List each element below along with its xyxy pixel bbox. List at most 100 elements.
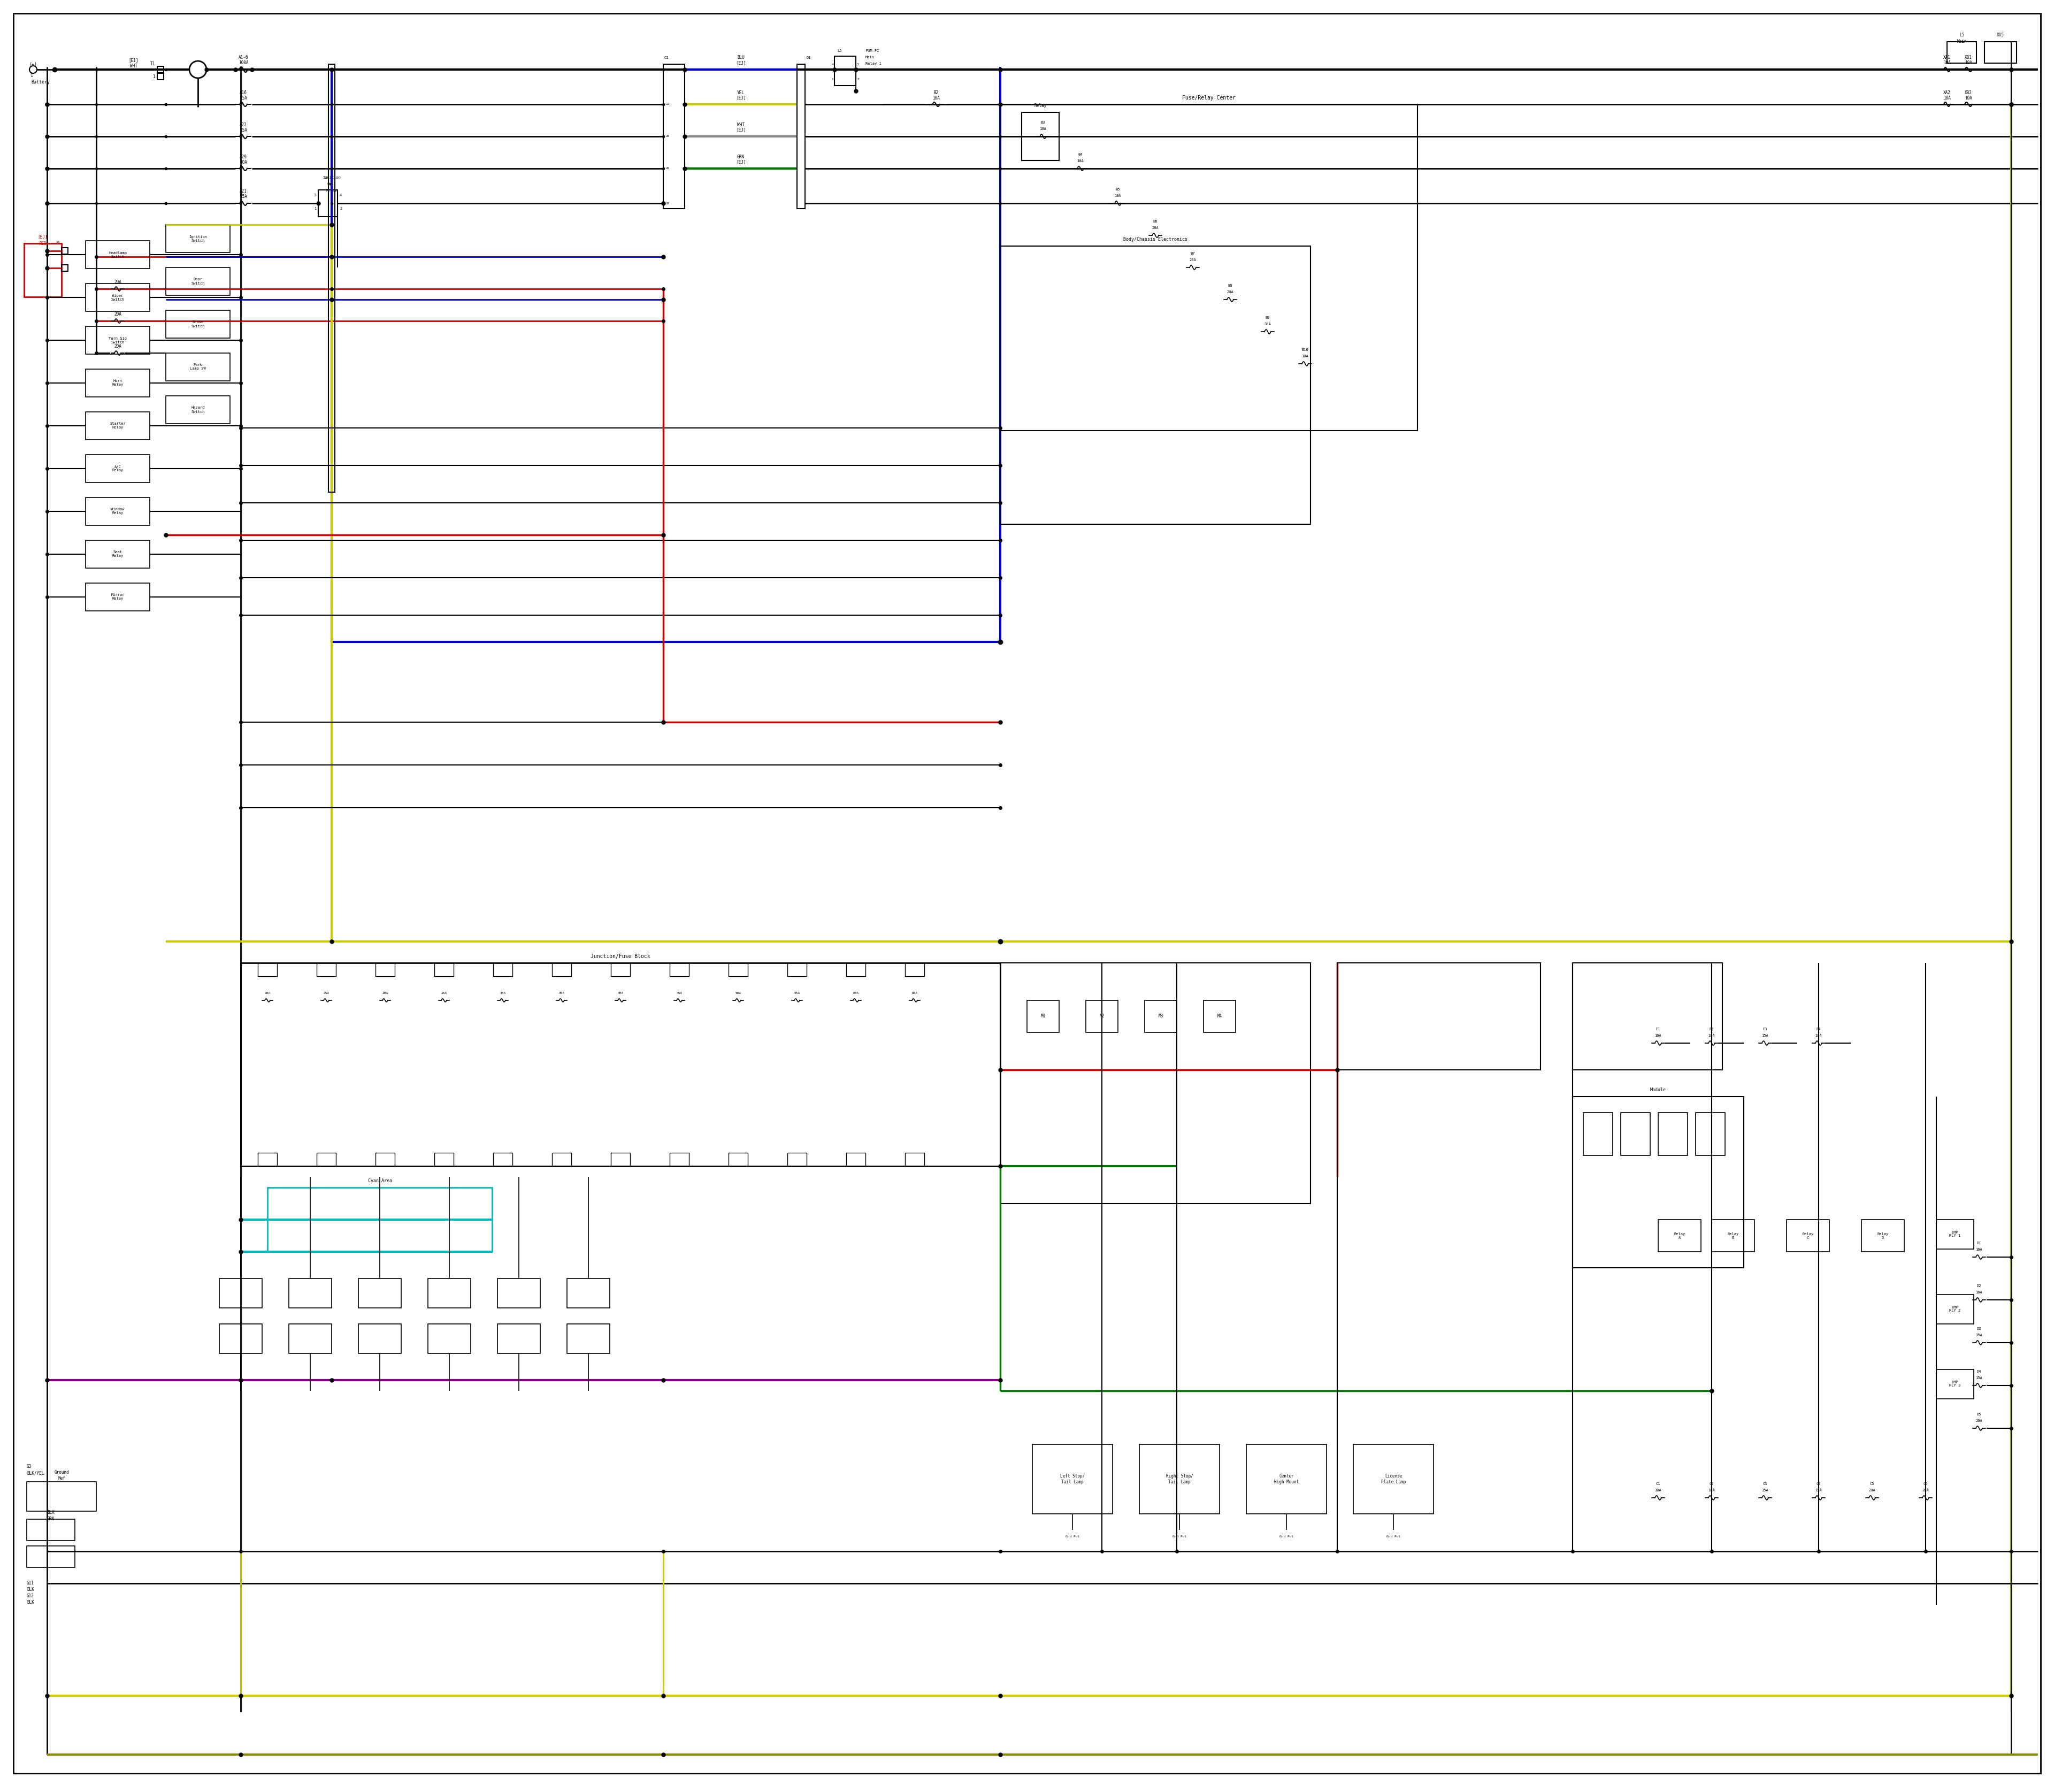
Text: G11: G11 <box>27 1581 35 1586</box>
Text: Relay
D: Relay D <box>1877 1233 1888 1238</box>
Text: 15A: 15A <box>240 95 246 100</box>
Text: PGM-FI: PGM-FI <box>865 48 879 52</box>
Bar <box>357 1324 401 1353</box>
Bar <box>1787 1220 1830 1253</box>
Text: 10A: 10A <box>1115 194 1121 197</box>
Bar <box>1021 113 1060 161</box>
Bar <box>787 962 807 977</box>
Text: D5: D5 <box>1976 1412 1982 1416</box>
Bar <box>166 310 230 339</box>
Text: E4: E4 <box>1816 1027 1822 1030</box>
Text: 15: 15 <box>55 240 60 244</box>
Text: Ground
Ref: Ground Ref <box>53 1469 70 1480</box>
Text: C1: C1 <box>1656 1482 1660 1486</box>
Bar <box>86 582 150 611</box>
Bar <box>670 1152 688 1167</box>
Bar <box>1658 1113 1688 1156</box>
Bar <box>220 1324 263 1353</box>
Text: A16: A16 <box>240 90 246 95</box>
Bar <box>27 1482 97 1511</box>
Text: [EJ]: [EJ] <box>37 235 47 240</box>
Bar <box>86 455 150 482</box>
Text: 20A: 20A <box>1152 226 1158 229</box>
Text: T1: T1 <box>150 61 156 66</box>
Text: M4: M4 <box>329 183 333 186</box>
Text: Brake
Switch: Brake Switch <box>191 321 205 328</box>
Bar <box>1204 1000 1237 1032</box>
Text: Junction/Fuse Block: Junction/Fuse Block <box>592 953 651 959</box>
Bar <box>1573 962 1723 1070</box>
Text: Park
Lamp SW: Park Lamp SW <box>189 364 205 371</box>
Text: B2: B2 <box>935 90 939 95</box>
Text: LMP
RLY 2: LMP RLY 2 <box>1949 1306 1962 1312</box>
Text: 30A: 30A <box>1302 355 1308 358</box>
Text: 10A: 10A <box>1709 1034 1715 1038</box>
Text: 4: 4 <box>339 194 341 197</box>
Text: Fuse/Relay Center: Fuse/Relay Center <box>1183 95 1237 100</box>
Text: 20A: 20A <box>113 312 121 317</box>
Text: RED: RED <box>39 240 47 246</box>
Text: Window
Relay: Window Relay <box>111 507 125 514</box>
Text: GRN: GRN <box>737 154 744 159</box>
Text: Coil: Coil <box>327 183 337 186</box>
Text: Main: Main <box>865 56 875 59</box>
Bar <box>729 962 748 977</box>
Bar <box>433 1152 454 1167</box>
Text: 20A: 20A <box>113 280 121 285</box>
Text: 1: 1 <box>314 208 316 210</box>
Text: Ignition
Switch: Ignition Switch <box>189 235 207 242</box>
Bar <box>670 962 688 977</box>
Text: L5: L5 <box>1960 32 1964 38</box>
Text: 2: 2 <box>339 208 341 210</box>
Text: Gnd Pnt: Gnd Pnt <box>1280 1536 1294 1538</box>
Text: Turn Sig
Switch: Turn Sig Switch <box>109 337 127 344</box>
Bar <box>1621 1113 1649 1156</box>
Text: B10: B10 <box>1302 348 1308 351</box>
Text: YEL: YEL <box>737 90 744 95</box>
Bar <box>834 56 857 86</box>
Text: XA2: XA2 <box>1943 90 1951 95</box>
Text: Cyan Area: Cyan Area <box>368 1179 392 1183</box>
Text: 15A: 15A <box>1762 1489 1768 1493</box>
Text: 10A: 10A <box>933 95 941 100</box>
Text: License
Plate Lamp: License Plate Lamp <box>1380 1473 1405 1484</box>
Text: 10A: 10A <box>1943 95 1951 100</box>
Text: A22: A22 <box>240 122 246 127</box>
Bar <box>376 962 394 977</box>
Text: 15A: 15A <box>1976 1333 1982 1337</box>
Bar <box>906 1152 924 1167</box>
Text: 10A: 10A <box>265 991 271 995</box>
Text: 20A: 20A <box>1869 1489 1875 1493</box>
Bar <box>1027 1000 1060 1032</box>
Bar <box>86 412 150 439</box>
Text: Body/Chassis Electronics: Body/Chassis Electronics <box>1124 237 1187 242</box>
Text: D2: D2 <box>1976 1285 1982 1288</box>
Text: 1: 1 <box>31 73 33 79</box>
Bar <box>1354 1444 1434 1514</box>
Bar <box>316 1152 337 1167</box>
Text: 10A: 10A <box>1709 1489 1715 1493</box>
Text: (+): (+) <box>29 61 37 66</box>
Text: Module: Module <box>1649 1088 1666 1093</box>
Text: M3: M3 <box>1158 1014 1163 1020</box>
Text: 100A: 100A <box>238 61 249 66</box>
Bar <box>86 283 150 312</box>
Bar <box>267 1188 493 1253</box>
Bar <box>86 240 150 269</box>
Text: 26: 26 <box>665 167 670 170</box>
Text: D1: D1 <box>1976 1242 1982 1245</box>
Bar <box>1697 1113 1725 1156</box>
Circle shape <box>29 66 37 73</box>
Text: 30A: 30A <box>1265 323 1271 326</box>
Text: [EJ]: [EJ] <box>735 159 746 165</box>
Text: 55A: 55A <box>795 991 799 995</box>
Text: C2: C2 <box>1709 1482 1713 1486</box>
Text: D1: D1 <box>805 56 811 59</box>
Bar <box>846 1152 865 1167</box>
Bar <box>1584 1113 1612 1156</box>
Text: Seat
Relay: Seat Relay <box>113 550 123 557</box>
Text: G3: G3 <box>27 1464 31 1469</box>
Text: BLK: BLK <box>27 1588 35 1593</box>
Text: 20A: 20A <box>1189 258 1195 262</box>
Bar <box>1937 1294 1974 1324</box>
